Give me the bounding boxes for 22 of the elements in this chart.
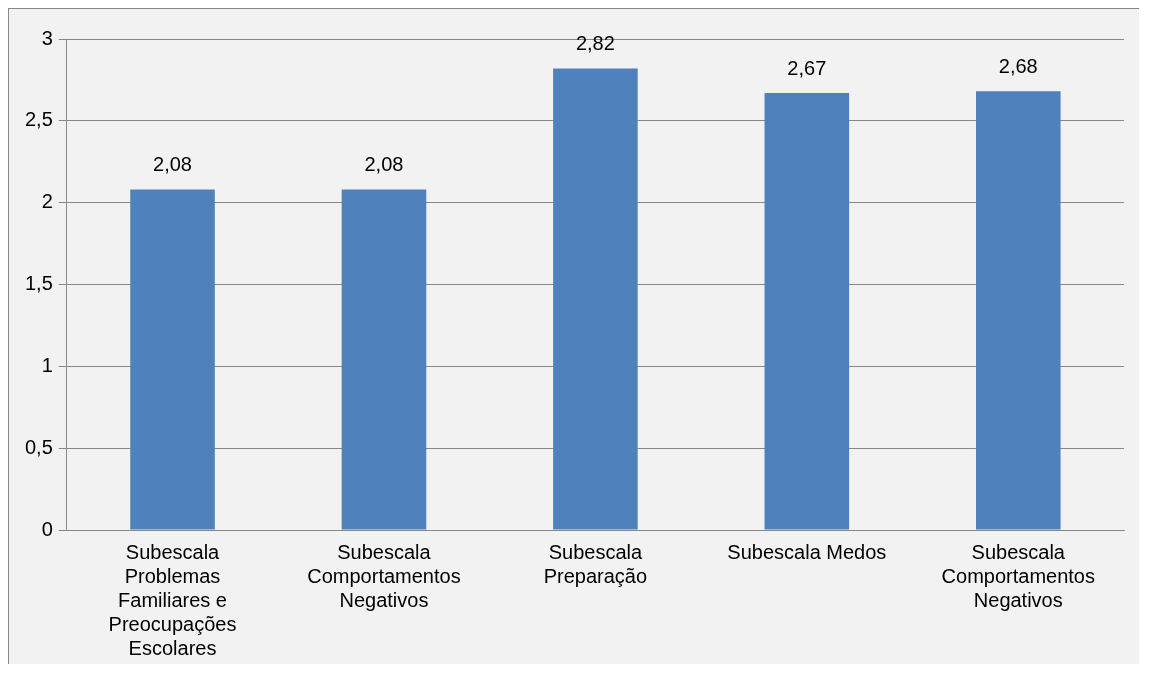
- data-label: 2,68: [998, 54, 1038, 77]
- bar: [764, 93, 850, 530]
- x-tick-label: Subescala Problemas Familiares e Preocupações Escolares: [108, 540, 237, 659]
- y-tick-label: 2: [41, 190, 53, 213]
- bar: [341, 189, 427, 530]
- data-label: 2,82: [575, 31, 615, 54]
- x-tick-label: Subescala Preparação: [543, 540, 648, 587]
- y-tick-label: 1: [41, 353, 53, 376]
- x-tick-label: Subescala Medos: [727, 540, 887, 563]
- y-tick-label: 3: [41, 26, 53, 49]
- bar: [130, 189, 215, 530]
- y-tick-label: 1,5: [24, 272, 53, 295]
- x-tick-label: Subescala Comportamentos Negativos: [307, 540, 461, 611]
- y-tick-label: 2,5: [24, 108, 53, 131]
- x-tick-label: Subescala Comportamentos Negativos: [941, 540, 1095, 611]
- y-tick-label: 0,5: [24, 435, 53, 458]
- data-label: 2,08: [153, 153, 192, 176]
- data-label: 2,67: [787, 56, 827, 79]
- bar: [975, 91, 1061, 530]
- data-label: 2,08: [364, 153, 404, 176]
- y-tick-label: 0: [41, 517, 53, 540]
- bar: [553, 68, 638, 530]
